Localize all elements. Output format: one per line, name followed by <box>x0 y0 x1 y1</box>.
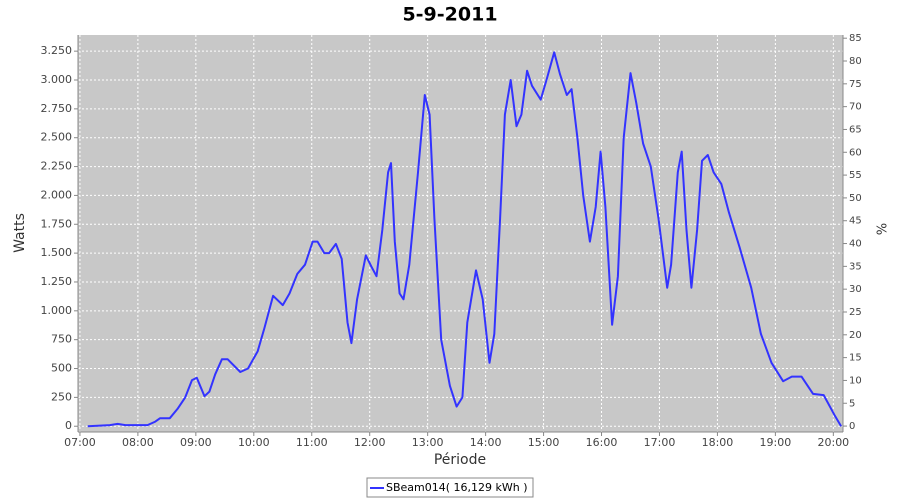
x-tick-label: 08:00 <box>122 436 154 449</box>
x-tick-label: 20:00 <box>817 436 849 449</box>
x-tick-label: 19:00 <box>760 436 792 449</box>
x-axis-label: Période <box>434 452 486 468</box>
x-tick-label: 11:00 <box>296 436 328 449</box>
y2-tick-label: 80 <box>849 56 862 67</box>
y-tick-label: 1.750 <box>41 217 73 230</box>
plot-area <box>78 35 843 432</box>
y2-tick-label: 20 <box>849 330 862 341</box>
y2-axis-label: % <box>873 223 888 235</box>
series-line <box>87 51 842 428</box>
y2-tick-label: 55 <box>849 170 862 181</box>
x-tick-label: 10:00 <box>238 436 270 449</box>
legend <box>366 477 534 498</box>
y2-tick-label: 45 <box>849 216 862 227</box>
x-tick-label: 14:00 <box>470 436 502 449</box>
x-tick-label: 12:00 <box>354 436 386 449</box>
y2-tick-label: 10 <box>849 375 862 386</box>
legend-label: SBeam014( 16,129 kWh ) <box>386 481 528 494</box>
y-tick-label: 2.500 <box>41 131 73 144</box>
y-tick-label: 500 <box>51 362 72 375</box>
x-tick-label: 13:00 <box>412 436 444 449</box>
y-tick-label: 750 <box>51 333 72 346</box>
y-tick-label: 250 <box>51 390 72 403</box>
chart-title: 5-9-2011 <box>402 4 497 26</box>
y-tick-label: 1.250 <box>41 275 73 288</box>
y2-tick-label: 40 <box>849 239 862 250</box>
x-tick-label: 16:00 <box>586 436 618 449</box>
y2-tick-label: 60 <box>849 147 862 158</box>
y2-tick-label: 0 <box>849 421 855 432</box>
y2-tick-label: 15 <box>849 353 862 364</box>
y2-tick-label: 30 <box>849 284 862 295</box>
y-tick-label: 1.500 <box>41 246 73 259</box>
y2-tick-label: 70 <box>849 102 862 113</box>
y2-tick-label: 65 <box>849 124 862 135</box>
x-tick-label: 07:00 <box>64 436 96 449</box>
y-tick-label: 1.000 <box>41 304 73 317</box>
x-tick-label: 09:00 <box>180 436 212 449</box>
y2-tick-label: 25 <box>849 307 862 318</box>
y-tick-label: 0 <box>65 419 72 432</box>
y-tick-label: 2.750 <box>41 102 73 115</box>
y2-tick-label: 75 <box>849 79 862 90</box>
y-axis-label: Watts <box>12 213 28 253</box>
y-tick-label: 2.250 <box>41 160 73 173</box>
x-tick-label: 17:00 <box>644 436 676 449</box>
x-tick-label: 18:00 <box>702 436 734 449</box>
y-tick-label: 3.250 <box>41 44 73 57</box>
y-tick-label: 3.000 <box>41 73 73 86</box>
y2-tick-label: 35 <box>849 261 862 272</box>
x-tick-label: 15:00 <box>528 436 560 449</box>
y2-tick-label: 85 <box>849 33 862 44</box>
y-tick-label: 2.000 <box>41 188 73 201</box>
y2-tick-label: 5 <box>849 398 855 409</box>
y2-tick-label: 50 <box>849 193 862 204</box>
